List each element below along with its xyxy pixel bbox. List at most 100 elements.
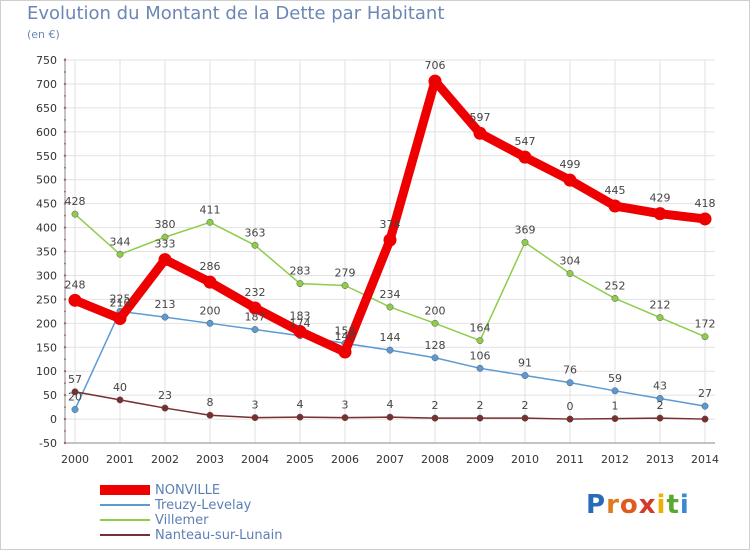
data-label: 369 [515,223,536,236]
x-tick-label: 2006 [331,453,359,466]
axes [63,58,715,445]
data-label: 252 [605,279,626,292]
data-label: 128 [425,339,446,352]
data-label: 706 [425,59,446,72]
data-label: 232 [245,286,266,299]
data-label: 344 [110,235,131,248]
data-label: 174 [290,317,311,330]
data-label: 210 [110,297,131,310]
data-label: 1 [612,400,619,413]
data-label: 2 [477,399,484,412]
data-label: 2 [432,399,439,412]
legend-swatch [100,534,150,536]
data-point [383,233,397,247]
data-label: 3 [342,399,349,412]
brand-letter: o [619,490,639,520]
x-tick-label: 2008 [421,453,449,466]
data-label: 2 [522,399,529,412]
data-point [566,415,574,423]
line-chart: -500501001502002503003504004505005506006… [36,54,719,466]
data-label: 23 [158,389,172,402]
data-point [386,346,394,354]
data-label: 0 [567,400,574,413]
data-point [701,333,709,341]
data-point [251,414,259,422]
data-label: 144 [380,331,401,344]
data-point [701,415,709,423]
data-label: 597 [470,111,491,124]
y-tick-label: 100 [36,365,57,378]
data-point [521,414,529,422]
data-label: 213 [155,298,176,311]
data-label: 411 [200,203,221,216]
x-tick-label: 2009 [466,453,494,466]
data-point [386,413,394,421]
y-tick-label: 250 [36,293,57,306]
brand-letter: x [638,490,657,520]
data-point [476,364,484,372]
chart-title: Evolution du Montant de la Dette par Hab… [27,3,445,24]
data-point [251,326,259,333]
data-point [161,313,169,321]
data-point [251,241,259,249]
data-point [341,282,349,289]
data-point [71,388,79,396]
data-label: 4 [387,398,394,411]
data-label: 59 [608,372,622,385]
data-point [68,293,82,307]
x-tick-label: 2012 [601,453,629,466]
y-tick-label: 300 [36,269,57,282]
data-point [206,411,214,419]
data-label: 445 [605,184,626,197]
data-label: 2 [657,399,664,412]
data-point [653,207,667,221]
data-label: 499 [560,158,581,171]
data-point [338,345,352,359]
y-tick-label: 700 [36,78,57,91]
data-point [476,414,484,422]
data-label: 20 [68,390,82,403]
x-tick-label: 2003 [196,453,224,466]
data-point [521,372,529,379]
data-label: 304 [560,255,581,268]
brand-letter: r [606,490,620,520]
data-label: 200 [425,304,446,317]
legend-swatch [100,485,150,495]
y-tick-label: 0 [50,413,57,426]
data-point [341,414,349,422]
data-label: 27 [698,387,712,400]
brand-letter: t [666,490,680,520]
x-tick-label: 2004 [241,453,269,466]
data-point [203,275,217,289]
data-label: 418 [695,197,716,210]
data-point [611,294,619,302]
data-point [566,379,574,387]
data-point [206,319,214,327]
chart-subtitle: (en €) [27,28,60,41]
data-label: 225 [110,292,131,305]
data-point [161,404,169,412]
x-tick-label: 2001 [106,453,134,466]
brand-logo: Proxiti [586,490,690,520]
data-point [521,238,529,246]
data-label: 57 [68,373,82,386]
y-tick-label: 150 [36,341,57,354]
x-tick-label: 2007 [376,453,404,466]
data-point [698,212,712,226]
data-point [161,233,169,241]
data-label: 212 [650,299,671,312]
x-tick-label: 2011 [556,453,584,466]
data-point [563,173,577,187]
data-point [113,312,127,326]
y-tick-label: 400 [36,222,57,235]
legend-swatch [100,519,150,521]
y-tick-label: 600 [36,126,57,139]
data-label: 248 [65,278,86,291]
brand-letter: i [679,490,690,520]
x-tick-label: 2000 [61,453,89,466]
data-point [71,406,79,413]
data-label: 91 [518,356,532,369]
data-label: 374 [380,218,401,231]
x-tick-label: 2014 [691,453,719,466]
